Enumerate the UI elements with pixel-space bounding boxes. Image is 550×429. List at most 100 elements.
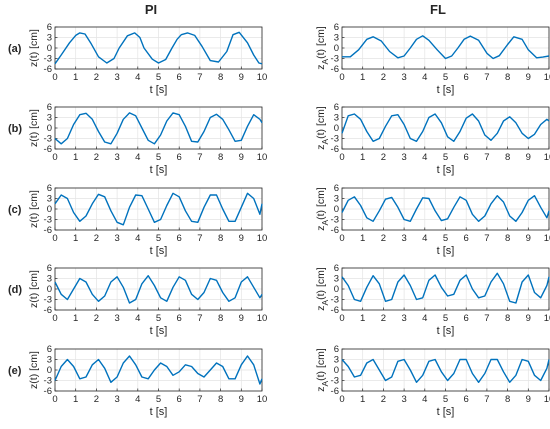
y-tick-label: -6 [331,386,339,397]
x-tick-label: 9 [239,72,244,83]
y-tick-label: -6 [44,64,52,75]
x-tick-label: 6 [464,394,469,405]
y-tick-label: 6 [334,263,339,274]
x-tick-label: 1 [360,394,365,405]
x-tick-label: 5 [156,233,161,244]
x-tick-label: 7 [484,313,489,324]
x-axis-label: t [s] [150,406,168,418]
y-tick-label: 6 [334,344,339,355]
x-tick-label: 4 [422,152,427,163]
x-tick-label: 1 [73,313,78,324]
y-axis-label: zA(t) [cm] [315,187,330,231]
x-tick-label: 0 [339,72,344,83]
series-line [54,275,263,304]
y-axis-label: zA(t) [cm] [315,26,330,70]
y-tick-label: -3 [331,215,339,226]
x-tick-label: 8 [218,233,223,244]
x-tick-label: 5 [156,394,161,405]
x-tick-label: 7 [197,313,202,324]
x-tick-label: 5 [156,72,161,83]
row-label-a: (a) [8,43,22,55]
x-tick-label: 1 [73,394,78,405]
y-tick-label: 6 [47,102,52,113]
y-axis-label: z(t) [cm] [28,190,40,228]
x-tick-label: 2 [381,313,386,324]
y-tick-label: -6 [331,305,339,316]
x-tick-label: 8 [218,72,223,83]
series-line [54,355,263,385]
x-tick-label: 9 [526,152,531,163]
y-tick-label: -3 [44,134,52,145]
x-tick-label: 3 [114,394,119,405]
x-tick-label: 0 [339,152,344,163]
y-tick-label: -6 [44,305,52,316]
y-axis-label: zA(t) [cm] [315,106,330,150]
x-tick-label: 0 [52,233,57,244]
y-tick-label: -6 [44,386,52,397]
y-tick-label: -3 [44,215,52,226]
x-tick-label: 2 [381,233,386,244]
x-tick-label: 3 [401,394,406,405]
x-tick-label: 9 [526,394,531,405]
x-tick-label: 9 [239,152,244,163]
x-tick-label: 2 [381,152,386,163]
series-line [341,195,550,222]
y-axis-label: z(t) [cm] [28,109,40,147]
x-tick-label: 4 [135,233,140,244]
x-tick-label: 7 [484,152,489,163]
x-tick-label: 3 [401,72,406,83]
x-tick-label: 5 [156,152,161,163]
x-tick-label: 10 [544,233,550,244]
x-tick-label: 9 [239,233,244,244]
x-tick-label: 1 [73,72,78,83]
x-axis-label: t [s] [437,84,455,96]
x-tick-label: 7 [484,233,489,244]
x-tick-label: 2 [94,233,99,244]
y-tick-label: -3 [331,376,339,387]
x-tick-label: 6 [177,313,182,324]
y-tick-label: 6 [334,102,339,113]
x-axis-label: t [s] [437,406,455,418]
y-tick-label: 3 [334,274,339,285]
y-tick-label: 0 [334,365,339,376]
x-tick-label: 10 [544,72,550,83]
y-tick-label: 0 [47,123,52,134]
y-axis-label: zA(t) [cm] [315,267,330,311]
x-axis-label: t [s] [437,164,455,176]
series-line [54,192,263,226]
x-tick-label: 9 [526,313,531,324]
x-tick-label: 9 [239,394,244,405]
x-tick-label: 5 [443,313,448,324]
x-tick-label: 8 [218,152,223,163]
row-label-b: (b) [8,123,22,135]
x-tick-label: 0 [339,313,344,324]
x-tick-label: 4 [422,394,427,405]
x-tick-label: 8 [218,313,223,324]
x-tick-label: 10 [544,394,550,405]
x-tick-label: 5 [156,313,161,324]
y-tick-label: -3 [44,295,52,306]
x-tick-label: 10 [257,233,268,244]
series-line [341,272,550,304]
x-tick-label: 0 [339,233,344,244]
x-tick-label: 10 [544,313,550,324]
y-tick-label: 3 [334,113,339,124]
y-tick-label: 6 [47,263,52,274]
row-label-e: (e) [8,365,22,377]
x-tick-label: 3 [114,313,119,324]
x-tick-label: 1 [360,313,365,324]
y-tick-label: 3 [47,274,52,285]
x-tick-label: 2 [381,394,386,405]
x-tick-label: 4 [135,72,140,83]
y-axis-label: z(t) [cm] [28,270,40,308]
x-tick-label: 5 [443,394,448,405]
x-tick-label: 7 [484,72,489,83]
x-tick-label: 7 [197,394,202,405]
x-tick-label: 6 [177,72,182,83]
x-axis-label: t [s] [437,245,455,257]
